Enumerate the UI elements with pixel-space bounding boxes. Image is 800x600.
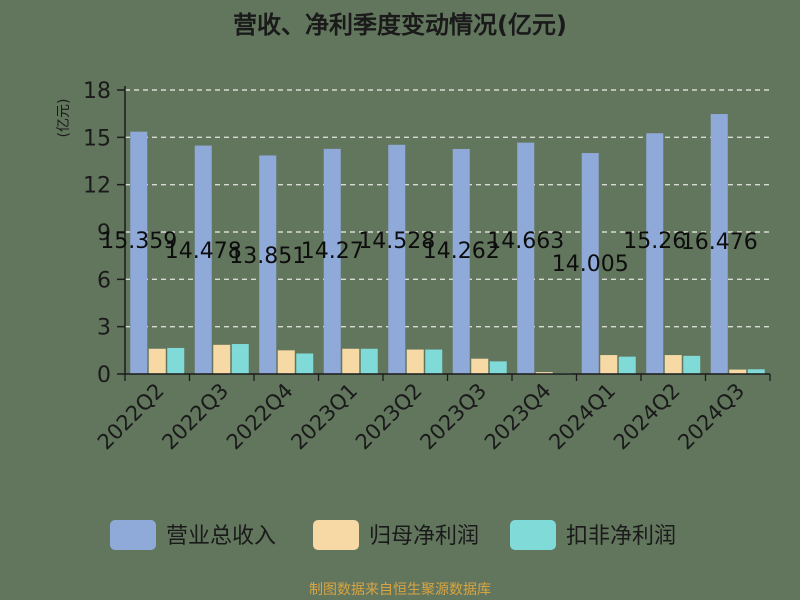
bar [729,369,747,374]
axis-layer: 0 3 6 9 12 15 18 2022Q22022Q32022Q42023Q12023Q2… [83,79,771,455]
x-tick-label: 2022Q4 [222,379,298,455]
bar [452,148,470,374]
bar [194,145,212,374]
bar [489,361,507,374]
y-axis-label: (亿元) [56,99,72,138]
source-note: 制图数据来自恒生聚源数据库 [309,582,491,598]
bar [425,349,443,374]
data-label: 14.27 [301,239,364,264]
x-tick-label: 2024Q3 [673,379,749,455]
chart-title: 营收、净利季度变动情况(亿元) [233,11,567,39]
bar [277,350,295,374]
x-tick-label: 2024Q1 [544,379,620,455]
bar [710,114,728,374]
legend-label: 营业总收入 [166,524,276,549]
legend-label: 扣非净利润 [566,524,676,549]
bar [600,355,618,374]
x-tick-label: 2023Q4 [480,379,556,455]
legend-swatch [110,520,156,550]
legend-swatch [510,520,556,550]
data-label: 14.528 [358,229,435,254]
bar [471,358,489,374]
bar [747,369,765,374]
bar [535,372,553,374]
data-label: 15.26 [623,229,686,254]
data-label: 14.005 [552,252,629,277]
bar [213,344,231,374]
legend: 营业总收入 归母净利润 扣非净利润 [110,520,676,550]
y-tick-label: 6 [97,268,111,293]
y-tick-label: 9 [97,221,111,246]
y-tick-label: 12 [83,174,111,199]
x-tick-label: 2022Q2 [93,379,169,455]
legend-label: 归母净利润 [369,524,479,549]
bar [296,353,314,374]
bar [342,348,360,374]
bar [683,355,701,374]
data-label: 14.262 [423,239,500,264]
bar [323,148,341,374]
grid-layer [125,89,770,328]
y-tick-label: 0 [97,363,111,388]
y-tick-label: 18 [83,79,111,104]
bars-layer [130,114,765,374]
bar [664,355,682,374]
bar [388,144,406,374]
x-tick-label: 2023Q3 [415,379,491,455]
data-label: 15.359 [100,229,177,254]
bar [517,142,535,374]
bar [581,153,599,374]
data-label: 14.663 [487,229,564,254]
x-tick-label: 2023Q2 [351,379,427,455]
x-tick-label: 2023Q1 [286,379,362,455]
bar [231,344,249,374]
data-label: 14.478 [165,239,242,264]
y-tick-label: 3 [97,316,111,341]
bar [360,348,378,374]
y-tick-label: 15 [83,126,111,151]
bar [259,155,277,374]
bar [618,356,636,374]
x-tick-label: 2022Q3 [157,379,233,455]
legend-swatch [313,520,359,550]
labels-layer: 15.35914.47813.85114.2714.52814.26214.66… [100,229,757,277]
data-label: 16.476 [681,230,758,255]
bar [406,349,424,374]
bar [167,347,185,374]
bar [646,133,664,374]
bar [130,131,148,374]
bar [148,348,166,374]
x-tick-label: 2024Q2 [609,379,685,455]
data-label: 13.851 [229,244,306,269]
